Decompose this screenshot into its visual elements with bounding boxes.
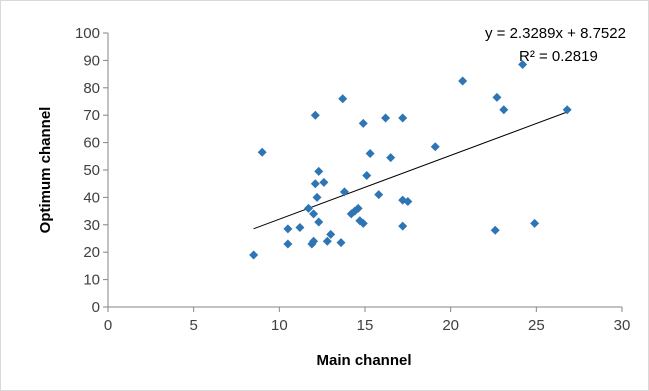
data-point: [310, 110, 320, 120]
data-point: [490, 225, 500, 235]
y-tick-label: 10: [83, 272, 100, 289]
data-point: [374, 190, 384, 200]
data-point: [430, 142, 440, 152]
x-tick-label: 0: [104, 317, 112, 334]
data-point: [499, 105, 509, 115]
y-tick-label: 0: [92, 299, 100, 316]
y-tick-label: 60: [83, 135, 100, 152]
data-point: [283, 224, 293, 234]
data-point: [303, 203, 313, 213]
y-tick-label: 30: [83, 217, 100, 234]
data-point: [381, 113, 391, 123]
data-point: [358, 118, 368, 128]
x-tick-label: 15: [357, 317, 374, 334]
data-point: [386, 153, 396, 163]
data-point: [314, 166, 324, 176]
data-point: [295, 223, 305, 233]
data-point: [309, 209, 319, 219]
data-point: [339, 187, 349, 197]
data-point: [310, 179, 320, 189]
data-point: [398, 221, 408, 231]
data-point: [338, 94, 348, 104]
data-point: [249, 250, 259, 260]
data-point: [309, 236, 319, 246]
data-point: [283, 239, 293, 249]
y-tick-label: 70: [83, 107, 100, 124]
y-tick-label: 80: [83, 80, 100, 97]
y-axis: 0 10 20 30 40 50 60 70 80 90 100: [75, 25, 109, 316]
trendline-equation: y = 2.3289x + 8.7522: [485, 25, 626, 42]
data-point: [492, 92, 502, 102]
y-tick-label: 100: [75, 25, 100, 42]
x-tick-label: 20: [442, 317, 459, 334]
x-axis: 0 5 10 15 20 25 30: [104, 306, 631, 334]
data-point: [530, 218, 540, 228]
data-point: [562, 105, 572, 115]
data-point: [257, 147, 267, 157]
data-point: [518, 60, 528, 70]
x-tick-label: 25: [528, 317, 545, 334]
data-point: [312, 192, 322, 202]
data-point: [358, 218, 368, 228]
y-axis-title: Optimum channel: [37, 107, 54, 234]
data-point: [398, 113, 408, 123]
data-point: [319, 177, 329, 187]
data-point: [322, 236, 332, 246]
data-point: [365, 149, 375, 159]
data-point: [336, 238, 346, 248]
data-point: [326, 229, 336, 239]
data-point: [403, 197, 413, 207]
y-tick-label: 40: [83, 189, 100, 206]
data-point: [458, 76, 468, 86]
x-tick-label: 5: [189, 317, 197, 334]
x-axis-title: Main channel: [316, 352, 411, 369]
x-tick-label: 30: [614, 317, 631, 334]
data-point: [362, 170, 372, 180]
data-point: [314, 217, 324, 227]
data-points: [249, 60, 572, 260]
x-tick-label: 10: [271, 317, 288, 334]
y-tick-label: 50: [83, 162, 100, 179]
y-tick-label: 90: [83, 52, 100, 69]
data-point: [353, 203, 363, 213]
y-tick-label: 20: [83, 244, 100, 261]
r-squared-label: R² = 0.2819: [519, 48, 598, 65]
